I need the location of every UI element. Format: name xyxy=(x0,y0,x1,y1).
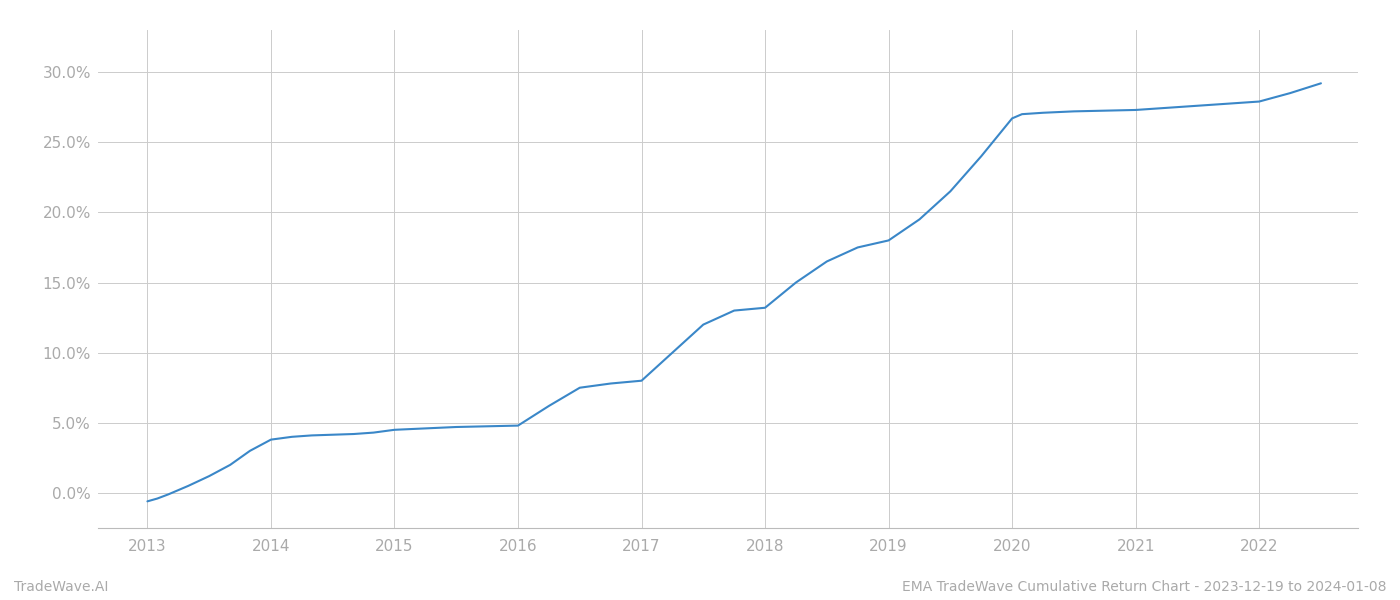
Text: EMA TradeWave Cumulative Return Chart - 2023-12-19 to 2024-01-08: EMA TradeWave Cumulative Return Chart - … xyxy=(902,580,1386,594)
Text: TradeWave.AI: TradeWave.AI xyxy=(14,580,108,594)
